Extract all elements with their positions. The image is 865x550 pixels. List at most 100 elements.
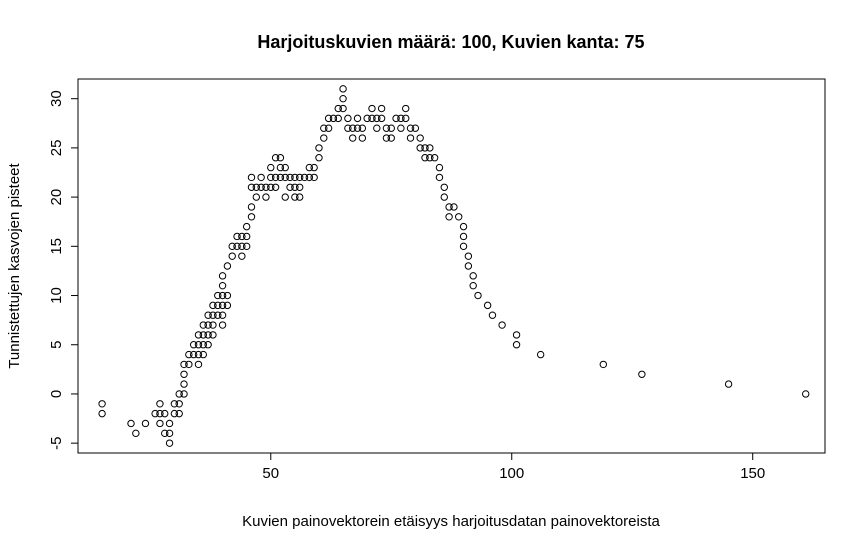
data-point	[358, 134, 367, 142]
data-point	[242, 222, 251, 231]
data-point	[392, 114, 400, 123]
y-tick-label: 0	[48, 390, 65, 398]
data-point	[416, 134, 424, 142]
data-point	[724, 380, 733, 388]
data-point	[218, 321, 227, 329]
data-point	[98, 400, 106, 408]
data-point	[218, 311, 227, 319]
data-point	[204, 341, 212, 349]
data-point	[252, 183, 261, 191]
data-point	[194, 331, 203, 339]
data-point	[252, 193, 261, 201]
data-point	[204, 311, 212, 319]
data-point	[218, 272, 227, 280]
data-point	[305, 163, 314, 172]
data-point	[267, 163, 275, 172]
data-point	[402, 104, 410, 113]
data-point	[445, 203, 453, 211]
data-point	[218, 281, 227, 290]
data-point	[161, 409, 169, 418]
data-point	[175, 400, 183, 408]
data-point	[440, 193, 448, 201]
data-point	[223, 301, 232, 310]
data-point	[286, 183, 294, 191]
y-tick-label: 30	[48, 90, 65, 107]
data-point	[127, 419, 135, 428]
data-point	[363, 114, 371, 123]
data-point	[295, 183, 304, 191]
data-point	[156, 400, 164, 408]
data-point	[180, 360, 188, 369]
data-point	[368, 114, 376, 123]
data-point	[802, 390, 810, 398]
data-point	[353, 124, 362, 132]
data-point	[257, 173, 265, 182]
data-point	[262, 183, 270, 191]
data-point	[165, 429, 174, 438]
data-point	[170, 400, 179, 408]
data-point	[228, 242, 236, 251]
x-tick-label: 100	[499, 465, 524, 482]
data-point	[430, 154, 439, 162]
data-point	[599, 360, 608, 369]
data-point	[464, 252, 473, 260]
data-point	[474, 291, 482, 300]
data-point	[402, 114, 410, 123]
data-point	[353, 114, 362, 123]
data-point	[180, 390, 188, 398]
data-point	[459, 232, 468, 241]
plot-frame	[77, 78, 826, 454]
data-point	[536, 350, 545, 359]
data-point	[421, 144, 429, 152]
data-point	[411, 124, 420, 132]
data-point	[214, 311, 222, 319]
data-point	[209, 311, 217, 319]
data-point	[185, 360, 193, 369]
data-point	[271, 173, 280, 182]
y-tick-label: 10	[48, 287, 65, 304]
data-point	[320, 134, 328, 142]
data-point	[233, 232, 241, 241]
data-point	[276, 173, 285, 182]
data-point	[267, 173, 275, 182]
data-point	[315, 144, 323, 152]
data-point	[455, 213, 463, 221]
data-point	[247, 173, 256, 182]
data-point	[242, 232, 251, 241]
data-point	[228, 252, 236, 260]
data-point	[464, 262, 473, 270]
data-point	[242, 242, 251, 251]
data-point	[349, 134, 357, 142]
data-point	[267, 183, 275, 191]
data-point	[194, 360, 203, 369]
data-point	[387, 134, 395, 142]
data-point	[291, 183, 299, 191]
data-point	[382, 134, 391, 142]
data-point	[165, 419, 174, 428]
data-point	[247, 183, 256, 191]
data-point	[276, 163, 285, 172]
data-point	[498, 321, 506, 329]
data-point	[382, 124, 391, 132]
data-point	[373, 114, 381, 123]
data-point	[638, 370, 646, 378]
data-point	[324, 114, 333, 123]
data-point	[262, 193, 270, 201]
data-point	[204, 331, 212, 339]
data-point	[300, 173, 309, 182]
y-axis-label: Tunnistettujen kasvojen pisteet	[6, 162, 23, 368]
data-point	[170, 409, 179, 418]
chart-title: Harjoituskuvien määrä: 100, Kuvien kanta…	[257, 32, 644, 52]
data-point	[281, 173, 289, 182]
data-point	[469, 281, 477, 290]
data-point	[194, 350, 203, 359]
x-axis-label: Kuvien painovektorein etäisyys harjoitus…	[242, 513, 660, 530]
y-tick-label: 5	[48, 341, 65, 349]
data-point	[315, 154, 323, 162]
data-point	[141, 419, 150, 428]
data-point	[512, 341, 521, 349]
data-point	[368, 104, 376, 113]
data-point	[377, 114, 386, 123]
data-point	[189, 350, 198, 359]
y-axis: -5 0 5 10 15 20 25 30	[48, 90, 79, 450]
